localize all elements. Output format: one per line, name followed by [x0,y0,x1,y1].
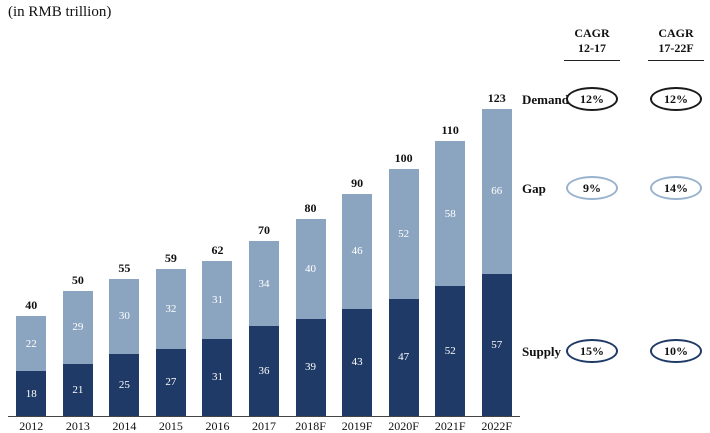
bar-segment-supply: 43 [342,308,373,416]
cagr-header-17-22f-line1: CAGR [658,26,694,40]
bar-segment-gap: 31 [202,261,233,339]
cagr-header-12-17-line2: 12-17 [578,41,606,55]
bar-total-label: 40 [25,298,38,312]
bar-segment-supply: 25 [109,353,140,416]
cagr-header-17-22f-line2: 17-22F [658,41,694,55]
x-axis-label: 2022F [481,419,513,433]
bar-segment-gap: 66 [481,108,512,274]
bar-column: 100 52 47 [380,80,427,416]
cagr-value-demand-17-22f: 12% [664,91,688,106]
bar-segment-gap: 34 [249,241,279,326]
bar-column: 80 40 39 [287,80,334,416]
cagr-header-17-22f: CAGR 17-22F [648,26,704,61]
cagr-value-demand-12-17: 12% [580,91,604,106]
bar-column: 62 31 31 [194,80,241,416]
row-label-demand: Demand [522,92,569,107]
bar-segment-supply: 27 [155,348,186,416]
bar-column: 59 32 27 [148,80,195,416]
bar-segment-gap: 30 [109,278,140,354]
bar-total-label: 59 [164,250,177,265]
cagr-oval-demand-12-17: 12% [566,87,618,111]
bars: 40 22 18 50 29 21 55 30 25 59 32 27 62 31 31 70 34 36 80 40… [8,80,520,417]
bar-total-label: 110 [441,123,459,137]
cagr-value-supply-17-22f: 10% [664,343,688,358]
bar-column: 55 30 25 [101,80,148,416]
bar-total-label: 62 [211,243,224,257]
bar-total-label: 100 [394,150,413,165]
cagr-header-12-17: CAGR 12-17 [564,26,620,61]
x-axis-label: 2012 [19,419,44,433]
bar-segment-gap: 58 [435,141,466,286]
bar-segment-supply: 47 [388,298,419,416]
bar-column: 90 46 43 [334,80,381,416]
bar-total-label: 50 [71,273,84,287]
bar-total-label: 70 [258,223,270,237]
cagr-value-gap-17-22f: 14% [664,180,688,195]
bar-segment-gap: 29 [62,291,93,364]
bar-column: 110 58 52 [427,80,474,416]
cagr-oval-supply-12-17: 15% [566,339,618,363]
cagr-value-supply-12-17: 15% [580,343,604,358]
bar-total-label: 123 [487,90,506,105]
cagr-oval-supply-17-22f: 10% [650,339,702,363]
bar-segment-supply: 52 [435,286,466,416]
bar-segment-supply: 36 [249,326,279,416]
x-axis-label: 2016 [205,419,230,433]
chart-title: (in RMB trillion) [8,4,112,20]
cagr-header-12-17-line1: CAGR [574,26,610,40]
bar-segment-supply: 18 [16,371,47,416]
x-axis-label: 2020F [388,419,419,433]
x-axis-label: 2018F [295,419,326,433]
cagr-oval-gap-12-17: 9% [566,176,618,200]
bar-total-label: 80 [304,200,317,215]
x-axis-label: 2019F [341,419,373,433]
bar-segment-supply: 21 [62,363,93,416]
bar-column: 40 22 18 [8,80,55,416]
x-axis-label: 2021F [434,419,466,433]
bar-segment-gap: 32 [155,268,186,349]
bar-segment-gap: 46 [342,193,373,309]
bar-segment-supply: 31 [202,338,233,416]
row-label-gap: Gap [522,181,546,196]
bar-column: 50 29 21 [55,80,102,416]
x-axis-label: 2014 [112,419,137,433]
x-axis-labels: 2012 2013 2014 2015 2016 2017 2018F 2019F 2020F 2… [8,419,520,433]
x-axis-label: 2013 [65,419,90,433]
x-axis-label: 2017 [252,419,276,433]
bar-segment-supply: 57 [481,273,512,416]
cagr-value-gap-12-17: 9% [583,180,601,195]
row-label-supply: Supply [522,344,562,359]
bar-column: 123 66 57 [473,80,520,416]
bar-segment-gap: 40 [295,218,326,319]
bar-total-label: 90 [351,175,364,190]
bar-segment-supply: 39 [295,318,326,416]
cagr-oval-demand-17-22f: 12% [650,87,702,111]
bar-segment-gap: 52 [388,168,419,299]
cagr-oval-gap-17-22f: 14% [650,176,702,200]
bar-segment-gap: 22 [16,316,47,371]
bar-total-label: 55 [118,260,131,275]
bar-column: 70 34 36 [241,80,288,416]
x-axis-label: 2015 [158,419,183,433]
